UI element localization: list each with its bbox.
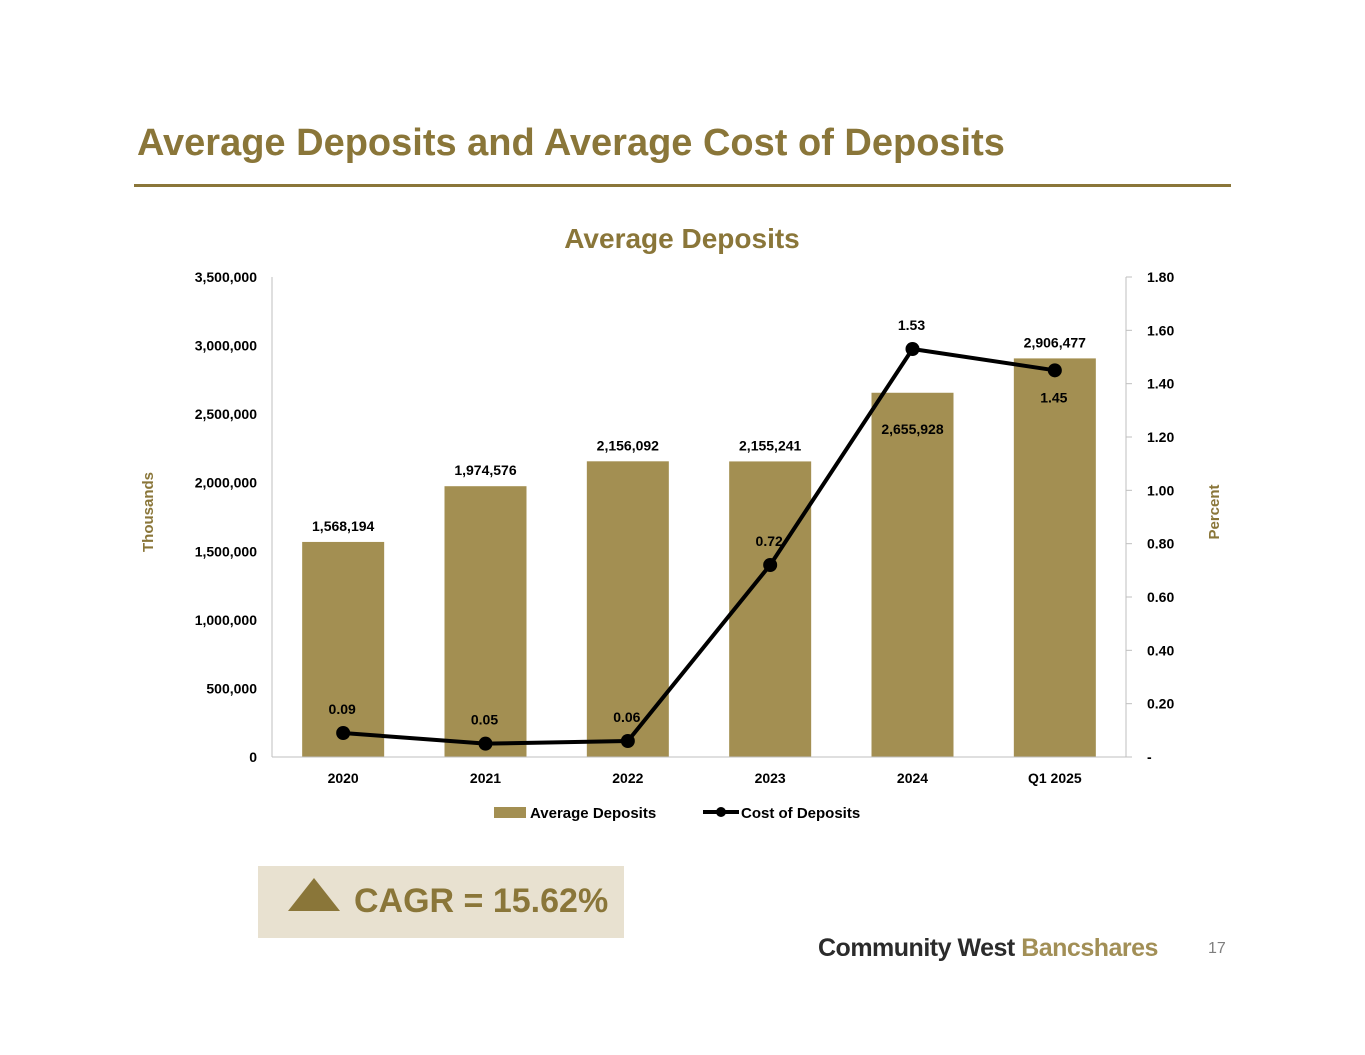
- brand-name-part2: Bancshares: [1021, 934, 1158, 962]
- y-axis-title: Thousands: [140, 472, 157, 552]
- x-tick-label: 2023: [755, 770, 786, 786]
- brand-name-part1: Community West: [818, 934, 1015, 962]
- cost-point: [620, 734, 635, 748]
- line-layer: [336, 342, 1062, 751]
- y2-tick-label: 1.80: [1147, 269, 1174, 285]
- y2-tick-label: 0.60: [1147, 589, 1174, 605]
- x-tick-label: Q1 2025: [1028, 770, 1082, 786]
- cost-of-deposits-line: [343, 347, 1056, 746]
- y2-tick-label: 0.20: [1147, 696, 1174, 712]
- y-tick-label: 3,500,000: [195, 269, 257, 285]
- x-tick-label: 2024: [897, 770, 928, 786]
- bar-2024: [871, 392, 954, 757]
- y2-tick-label: 1.20: [1147, 429, 1174, 445]
- cost-point: [478, 736, 493, 751]
- cost-point: [905, 342, 920, 356]
- y-tick-label: 2,000,000: [195, 475, 257, 491]
- line-value-label: 1.45: [1040, 389, 1067, 405]
- y2-tick-label: -: [1147, 749, 1152, 765]
- y2-tick-label: 0.40: [1147, 642, 1174, 658]
- legend-bar-swatch: [494, 807, 526, 818]
- y2-tick-label: 0.80: [1147, 536, 1174, 552]
- line-value-label: 1.53: [898, 317, 925, 333]
- line-value-label: 0.09: [329, 701, 356, 717]
- bars-layer: [302, 358, 1096, 757]
- chart-title: Average Deposits: [564, 223, 800, 254]
- triangle-up-icon: [288, 878, 340, 911]
- y2-tick-label: 1.00: [1147, 482, 1174, 498]
- combo-chart: Average Deposits 0 500,000 1,000,000 1,500,…: [140, 223, 1223, 822]
- y-tick-label: 0: [249, 749, 257, 765]
- cagr-text: CAGR = 15.62%: [354, 882, 609, 920]
- slide-title: Average Deposits and Average Cost of Dep…: [137, 122, 1005, 164]
- bar-value-label: 2,155,241: [739, 437, 801, 453]
- x-tick-label: 2020: [328, 770, 359, 786]
- bar-q1-2025: [1013, 358, 1096, 757]
- y-tick-label: 3,000,000: [195, 338, 257, 354]
- legend-line-marker: [716, 807, 726, 817]
- cost-point: [336, 726, 351, 740]
- bar-value-label: 1,974,576: [454, 462, 516, 478]
- y2-tick-label: 1.40: [1147, 376, 1174, 392]
- bar-value-label: 2,906,477: [1024, 334, 1086, 350]
- labels-layer: 1,568,194 1,974,576 2,156,092 2,155,241 2,65…: [312, 317, 1086, 728]
- bar-value-label: 1,568,194: [312, 518, 374, 534]
- bar-2021: [444, 486, 527, 757]
- y-tick-label: 1,000,000: [195, 612, 257, 628]
- y-tick-label: 1,500,000: [195, 543, 257, 559]
- y-tick-label: 500,000: [206, 680, 257, 696]
- legend-label-line: Cost of Deposits: [741, 805, 860, 822]
- cost-point: [1047, 363, 1062, 378]
- line-value-label: 0.05: [471, 712, 498, 728]
- line-value-label: 0.06: [613, 709, 640, 725]
- title-divider: [134, 184, 1231, 187]
- y2-tick-label: 1.60: [1147, 322, 1174, 338]
- line-value-label: 0.72: [756, 533, 783, 549]
- bar-2020: [302, 541, 385, 757]
- chart-legend: Average Deposits Cost of Deposits: [494, 805, 860, 822]
- brand-logo: Community West Bancshares: [818, 934, 1158, 963]
- bar-2023: [729, 461, 812, 757]
- y-tick-label: 2,500,000: [195, 406, 257, 422]
- x-tick-label: 2021: [470, 770, 501, 786]
- legend-label-bars: Average Deposits: [530, 805, 656, 822]
- axes-layer: 0 500,000 1,000,000 1,500,000 2,000,000 2,500…: [195, 269, 1175, 786]
- cost-point: [763, 558, 778, 572]
- page-number: 17: [1208, 940, 1226, 957]
- x-tick-label: 2022: [612, 770, 643, 786]
- bar-value-label: 2,655,928: [881, 421, 943, 437]
- bar-value-label: 2,156,092: [597, 437, 659, 453]
- cagr-callout: CAGR = 15.62%: [258, 866, 624, 938]
- y2-axis-title: Percent: [1206, 484, 1223, 539]
